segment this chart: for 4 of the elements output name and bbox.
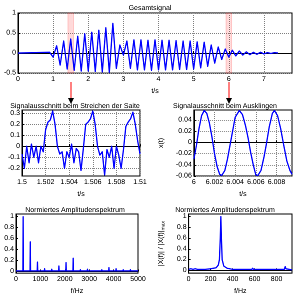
line-series <box>21 110 141 176</box>
line-series <box>188 216 293 271</box>
line-series <box>17 22 279 73</box>
line-series <box>193 110 293 176</box>
